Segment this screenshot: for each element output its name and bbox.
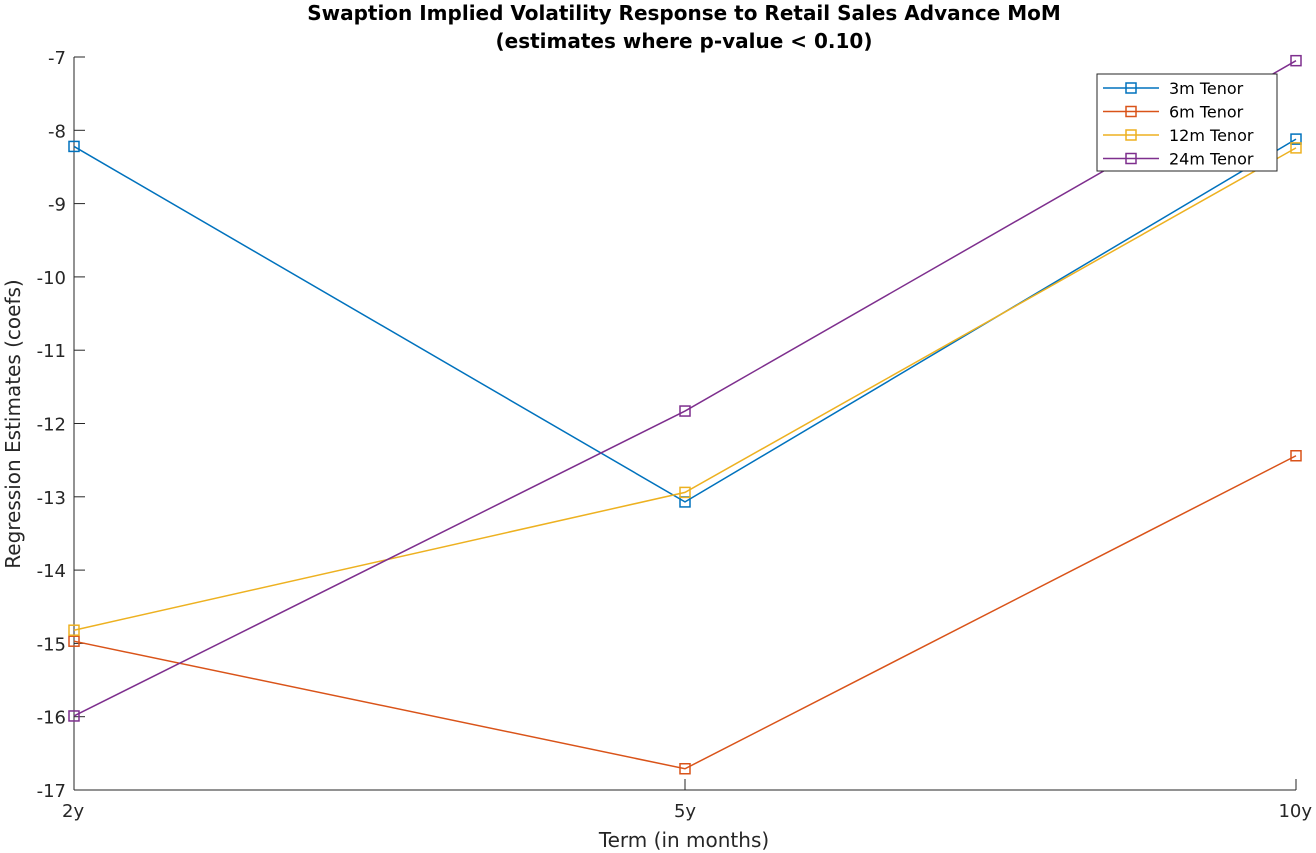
legend-marker — [1125, 105, 1137, 118]
data-point-marker — [1290, 54, 1302, 67]
chart-title-group: Swaption Implied Volatility Response to … — [307, 1, 1061, 53]
y-axis-ticks: -7 -8 -9 -10 -11 -12 -13 -14 -15 -16 -17 — [37, 48, 85, 802]
x-tick-label: 10y — [1278, 801, 1312, 822]
data-point-marker — [68, 635, 80, 647]
legend-item: 12m Tenor — [1103, 126, 1254, 145]
series-6m-tenor — [68, 450, 1302, 775]
data-point-marker — [68, 710, 80, 722]
legend-label: 6m Tenor — [1169, 103, 1244, 122]
y-tick-label: -16 — [37, 708, 66, 729]
series-24m-tenor — [68, 54, 1302, 722]
y-tick-label: -7 — [48, 48, 66, 69]
chart-subtitle: (estimates where p-value < 0.10) — [495, 29, 872, 53]
series-line — [73, 455, 1297, 770]
legend-marker — [1125, 82, 1137, 94]
legend-label: 12m Tenor — [1169, 126, 1254, 145]
series-line — [73, 138, 1297, 503]
data-point-marker — [679, 486, 691, 499]
series-12m-tenor — [68, 142, 1302, 636]
y-tick-label: -8 — [48, 121, 66, 142]
legend-item: 3m Tenor — [1103, 79, 1244, 98]
legend-item: 6m Tenor — [1103, 103, 1244, 122]
legend-label: 3m Tenor — [1169, 79, 1244, 98]
x-axis-ticks: 2y 5y 10y — [62, 779, 1312, 822]
legend-box — [1096, 73, 1278, 172]
data-point-marker — [1290, 142, 1302, 154]
legend-marker — [1125, 129, 1137, 141]
chart-title: Swaption Implied Volatility Response to … — [307, 1, 1061, 25]
legend-marker — [1125, 152, 1137, 165]
x-tick-label: 5y — [674, 801, 696, 822]
data-point-marker — [679, 762, 691, 775]
data-point-marker — [1290, 450, 1302, 462]
data-point-marker — [679, 405, 691, 417]
series-3m-tenor — [68, 133, 1302, 508]
y-axis-label: Regression Estimates (coefs) — [1, 279, 25, 568]
legend-label: 24m Tenor — [1169, 150, 1254, 169]
legend: 3m Tenor 6m Tenor 12m Tenor 24m Tenor — [1096, 73, 1278, 172]
x-axis-label: Term (in months) — [598, 828, 769, 852]
legend-item: 24m Tenor — [1103, 150, 1254, 169]
series-line — [73, 60, 1297, 717]
y-tick-label: -9 — [48, 195, 66, 216]
series-group — [68, 54, 1302, 775]
y-tick-label: -15 — [37, 634, 66, 655]
y-tick-label: -10 — [37, 268, 66, 289]
y-tick-label: -14 — [37, 561, 66, 582]
y-tick-label: -17 — [37, 781, 66, 802]
x-tick-label: 2y — [62, 801, 84, 822]
y-tick-label: -12 — [37, 415, 66, 436]
data-point-marker — [68, 624, 80, 636]
data-point-marker — [68, 140, 80, 153]
y-tick-label: -13 — [37, 488, 66, 509]
series-line — [73, 147, 1297, 631]
data-point-marker — [1290, 133, 1302, 145]
y-tick-label: -11 — [37, 341, 66, 362]
